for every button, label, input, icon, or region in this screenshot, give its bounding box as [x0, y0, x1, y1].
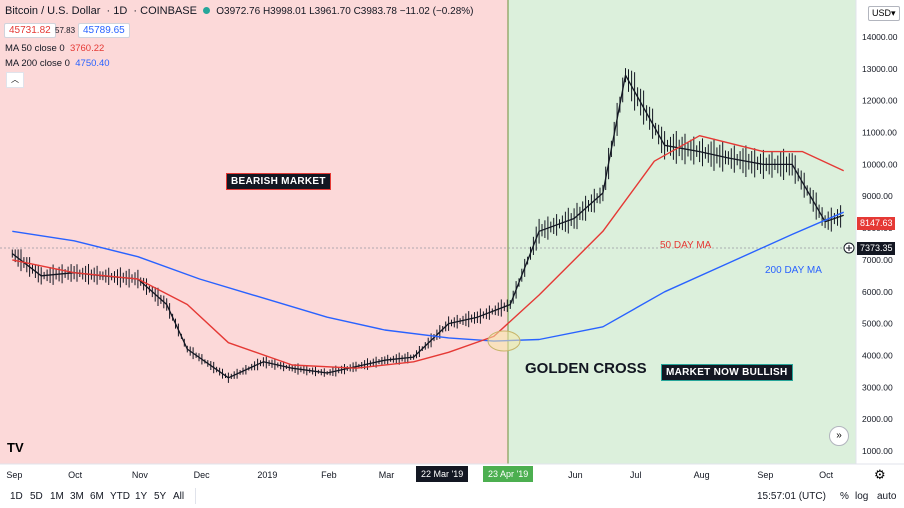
bearish-market-label: BEARISH MARKET: [226, 173, 331, 190]
range-1m-button[interactable]: 1M: [50, 491, 64, 502]
x-tick-label: Jul: [630, 470, 642, 480]
ma200-legend-value: 4750.40: [75, 58, 110, 69]
x-flag-right: 23 Apr '19: [483, 466, 534, 482]
y-tick-label: 10000.00: [862, 159, 898, 169]
bearish-region: [0, 0, 508, 464]
divider: [195, 488, 196, 504]
ma200-annotation: 200 DAY MA: [765, 265, 822, 276]
x-tick-label: Mar: [379, 470, 395, 480]
x-tick-label: Sep: [6, 470, 22, 480]
x-tick-label: Sep: [757, 470, 773, 480]
chart-settings-gear-icon[interactable]: ⚙: [874, 467, 886, 482]
ohlc-readout: O3972.76 H3998.01 L3961.70 C3983.78 −11.…: [216, 6, 474, 17]
symbol-header[interactable]: Bitcoin / U.S. Dollar · 1D · COINBASE O3…: [5, 5, 474, 17]
clock-readout[interactable]: 15:57:01 (UTC): [757, 491, 826, 502]
currency-selector[interactable]: USD▾: [868, 6, 900, 21]
ma-price-tag: 8147.63: [860, 218, 893, 228]
y-tick-label: 3000.00: [862, 382, 893, 392]
range-5y-button[interactable]: 5Y: [154, 491, 167, 502]
scroll-to-realtime-button[interactable]: »: [829, 426, 849, 446]
y-tick-label: 13000.00: [862, 64, 898, 74]
price-axis[interactable]: 1000.00 2000.00 3000.00 4000.00 5000.00 6000.…: [862, 32, 898, 456]
ma200-line: [12, 211, 844, 342]
bullish-market-label: MARKET NOW BULLISH: [661, 364, 793, 381]
golden-cross-label: GOLDEN CROSS: [525, 360, 647, 377]
bid-button[interactable]: 45731.82: [4, 23, 56, 38]
price-series: [11, 68, 844, 383]
y-tick-label: 4000.00: [862, 350, 893, 360]
x-tick-label: Feb: [321, 470, 337, 480]
ma50-legend[interactable]: MA 50 close 0 3760.22: [5, 43, 104, 54]
x-tick-label: Aug: [694, 470, 710, 480]
y-tick-label: 1000.00: [862, 446, 893, 456]
currency-label: USD: [872, 8, 892, 18]
percent-scale-toggle[interactable]: %: [840, 491, 849, 502]
auto-scale-toggle[interactable]: auto: [877, 491, 897, 502]
ma-series: [12, 134, 844, 369]
x-tick-label: Dec: [194, 470, 211, 480]
y-tick-label: 7000.00: [862, 255, 893, 265]
symbol-exchange: COINBASE: [140, 5, 197, 17]
tradingview-logo[interactable]: TV: [7, 440, 24, 455]
x-tick-label: Jun: [568, 470, 583, 480]
range-3m-button[interactable]: 3M: [70, 491, 84, 502]
range-6m-button[interactable]: 6M: [90, 491, 104, 502]
ma50-line: [12, 134, 844, 369]
ma200-legend-label: MA 200 close 0: [5, 58, 70, 69]
x-tick-label: Oct: [819, 470, 834, 480]
golden-cross-marker: [487, 330, 521, 352]
log-scale-toggle[interactable]: log: [855, 491, 869, 502]
x-tick-label: 2019: [257, 470, 277, 480]
y-tick-label: 5000.00: [862, 319, 893, 329]
ask-button[interactable]: 45789.65: [78, 23, 130, 38]
ma50-legend-value: 3760.22: [69, 43, 105, 54]
y-tick-label: 9000.00: [862, 191, 893, 201]
ma50-legend-label: MA 50 close 0: [5, 43, 65, 54]
collapse-legend-button[interactable]: ︿: [6, 72, 24, 88]
bottom-toolbar: 1D 5D 1M 3M 6M YTD 1Y 5Y All 15:57:01 (U…: [0, 484, 904, 508]
range-1d-button[interactable]: 1D: [10, 491, 23, 502]
y-tick-label: 11000.00: [862, 128, 897, 138]
status-dot-icon: [203, 7, 211, 14]
symbol-interval[interactable]: 1D: [113, 5, 128, 17]
symbol-title[interactable]: Bitcoin / U.S. Dollar: [5, 5, 101, 17]
y-tick-label: 6000.00: [862, 287, 893, 297]
x-flag-left: 22 Mar '19: [416, 466, 469, 482]
y-tick-label: 12000.00: [862, 96, 898, 106]
y-tick-label: 2000.00: [862, 414, 893, 424]
bullish-region: [508, 0, 856, 464]
x-tick-label: Oct: [68, 470, 83, 480]
ma200-legend[interactable]: MA 200 close 0 4750.40: [5, 58, 110, 69]
range-all-button[interactable]: All: [173, 491, 185, 502]
range-1y-button[interactable]: 1Y: [135, 491, 148, 502]
ma50-annotation: 50 DAY MA: [660, 240, 712, 251]
range-5d-button[interactable]: 5D: [30, 491, 43, 502]
last-price-tag: 7373.35: [860, 243, 893, 253]
y-tick-label: 14000.00: [862, 32, 898, 42]
range-ytd-button[interactable]: YTD: [110, 491, 130, 502]
ma-price-tag-bg: [857, 217, 895, 230]
x-tick-label: Nov: [132, 470, 149, 480]
spread-value: 57.83: [55, 26, 76, 35]
last-price-tag-bg: [857, 242, 895, 255]
